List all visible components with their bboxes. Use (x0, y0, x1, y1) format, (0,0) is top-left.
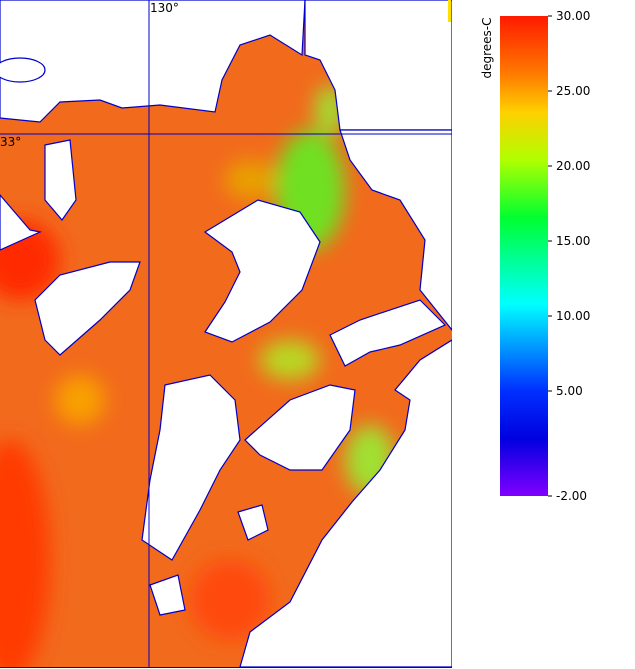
lon-label: 130° (150, 1, 179, 15)
colorbar-tick-label: 15.00 (556, 234, 590, 248)
colorbar-tick-label: 5.00 (556, 384, 583, 398)
land (0, 0, 306, 123)
map (0, 0, 452, 667)
land (149, 574, 186, 616)
colorbar (500, 16, 548, 496)
colorbar-tick-label: -2.00 (556, 489, 587, 503)
colorbar-tick-label: 30.00 (556, 9, 590, 23)
land (0, 57, 46, 83)
land (44, 139, 77, 221)
land (244, 384, 356, 471)
land (141, 374, 241, 561)
land (239, 339, 452, 667)
land (0, 194, 42, 251)
land (203, 199, 321, 343)
colorbar-tick-label: 20.00 (556, 159, 590, 173)
colorbar-tick-label: 25.00 (556, 84, 590, 98)
land (329, 299, 447, 367)
land (34, 261, 141, 356)
colorbar-tick-label: 10.00 (556, 309, 590, 323)
colorbar-label: degrees-C (480, 17, 494, 78)
land (304, 0, 452, 131)
temperature-field (0, 85, 395, 667)
lat-label: 33° (0, 135, 21, 149)
land (237, 504, 269, 541)
land (339, 129, 452, 331)
marker (448, 0, 451, 22)
